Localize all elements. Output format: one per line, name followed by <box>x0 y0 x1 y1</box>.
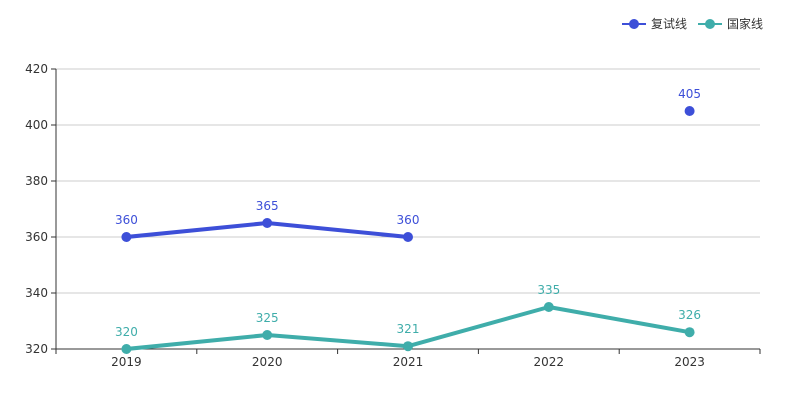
data-label: 321 <box>397 322 420 336</box>
x-tick-label: 2023 <box>674 355 705 369</box>
axes: 320 340 360 380 400 420 2019 2020 2021 2022 2023 <box>25 62 761 369</box>
legend-item-2[interactable]: 国家线 <box>698 16 763 31</box>
y-tick-label: 420 <box>25 62 48 76</box>
legend-swatch-marker <box>705 19 715 29</box>
data-label: 360 <box>397 213 420 227</box>
legend-swatch-marker <box>629 19 639 29</box>
data-point[interactable] <box>121 344 132 354</box>
series-2 <box>121 302 695 354</box>
data-label: 335 <box>537 283 560 297</box>
y-tick-label: 360 <box>25 230 48 244</box>
data-point[interactable] <box>262 330 273 340</box>
data-point[interactable] <box>121 232 132 242</box>
data-point[interactable] <box>684 106 695 116</box>
series-1 <box>121 106 695 242</box>
legend[interactable]: 复试线 国家线 <box>622 16 763 31</box>
data-label: 405 <box>678 87 701 101</box>
grid-lines <box>56 68 760 294</box>
x-tick-label: 2021 <box>393 355 424 369</box>
x-tick-label: 2020 <box>252 355 283 369</box>
data-label: 320 <box>115 325 138 339</box>
data-label: 365 <box>256 199 279 213</box>
y-tick-label: 340 <box>25 286 48 300</box>
data-point[interactable] <box>403 232 413 242</box>
data-labels: 360 365 360 405 320 325 321 335 326 <box>115 87 701 339</box>
y-tick-label: 400 <box>25 118 48 132</box>
y-tick-label: 380 <box>25 174 48 188</box>
data-label: 360 <box>115 213 138 227</box>
legend-label: 国家线 <box>727 16 763 31</box>
data-label: 325 <box>256 311 279 325</box>
data-point[interactable] <box>262 218 273 228</box>
series <box>121 106 695 354</box>
y-tick-label: 320 <box>25 342 48 356</box>
data-label: 326 <box>678 308 701 322</box>
legend-label: 复试线 <box>651 16 687 31</box>
data-point[interactable] <box>403 341 413 352</box>
x-tick-label: 2022 <box>534 355 565 369</box>
data-point[interactable] <box>543 302 554 312</box>
data-point[interactable] <box>684 327 695 338</box>
x-tick-label: 2019 <box>111 355 142 369</box>
legend-item-1[interactable]: 复试线 <box>622 16 687 31</box>
